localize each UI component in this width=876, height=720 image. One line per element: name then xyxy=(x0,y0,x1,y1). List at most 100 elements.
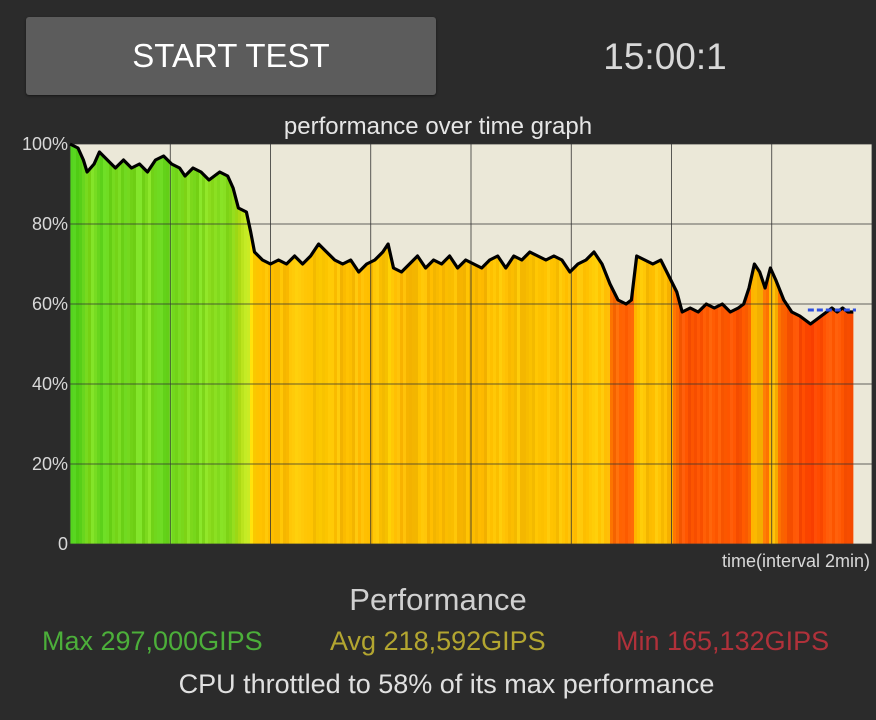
fill-strip xyxy=(826,144,830,544)
fill-strip xyxy=(244,144,248,544)
fill-strip xyxy=(514,144,518,544)
fill-strip xyxy=(112,144,116,544)
fill-strip xyxy=(694,144,698,544)
fill-strip xyxy=(760,144,764,544)
fill-strip xyxy=(433,144,437,544)
fill-strip xyxy=(685,144,689,544)
fill-strip xyxy=(319,144,323,544)
fill-strip xyxy=(379,144,383,544)
fill-strip xyxy=(289,144,293,544)
fill-strip xyxy=(730,144,734,544)
fill-strip xyxy=(133,144,137,544)
fill-strip xyxy=(556,144,560,544)
fill-strip xyxy=(259,144,263,544)
fill-strip xyxy=(106,144,110,544)
fill-strip xyxy=(325,144,329,544)
fill-strip xyxy=(274,144,278,544)
fill-strip xyxy=(457,144,461,544)
fill-strip xyxy=(172,144,176,544)
fill-strip xyxy=(100,144,104,544)
fill-strip xyxy=(97,144,101,544)
fill-strip xyxy=(220,144,224,544)
fill-strip xyxy=(94,144,98,544)
y-tick-label: 80% xyxy=(32,214,68,234)
fill-strip xyxy=(736,144,740,544)
fill-strip xyxy=(166,144,170,544)
max-stat: Max 297,000GIPS xyxy=(42,626,263,656)
fill-strip xyxy=(265,144,269,544)
fill-strip xyxy=(808,144,812,544)
fill-strip xyxy=(253,144,257,544)
fill-strip xyxy=(586,144,590,544)
start-test-button[interactable]: START TEST xyxy=(26,17,436,95)
fill-strip xyxy=(610,144,614,544)
fill-strip xyxy=(205,144,209,544)
y-tick-label: 100% xyxy=(22,134,68,154)
fill-strip xyxy=(622,144,626,544)
fill-strip xyxy=(160,144,164,544)
fill-strip xyxy=(802,144,806,544)
performance-chart: 0 20% 40% 60% 80% 100% time(interval 2min) xyxy=(22,134,873,571)
fill-strip xyxy=(805,144,809,544)
fill-strip xyxy=(109,144,113,544)
min-stat: Min 165,132GIPS xyxy=(616,626,830,656)
fill-strip xyxy=(214,144,218,544)
fill-strip xyxy=(520,144,524,544)
fill-strip xyxy=(625,144,629,544)
fill-strip xyxy=(292,144,296,544)
fill-strip xyxy=(652,144,656,544)
fill-strip xyxy=(718,144,722,544)
fill-strip xyxy=(118,144,122,544)
fill-strip xyxy=(793,144,797,544)
fill-strip xyxy=(400,144,404,544)
fill-strip xyxy=(73,144,77,544)
fill-strip xyxy=(394,144,398,544)
fill-strip xyxy=(820,144,824,544)
fill-strip xyxy=(829,144,833,544)
fill-strip xyxy=(343,144,347,544)
fill-strip xyxy=(169,144,173,544)
fill-strip xyxy=(715,144,719,544)
fill-strip xyxy=(223,144,227,544)
fill-strip xyxy=(103,144,107,544)
fill-strip xyxy=(388,144,392,544)
fill-strip xyxy=(151,144,155,544)
performance-heading: Performance xyxy=(349,582,527,617)
fill-strip xyxy=(202,144,206,544)
fill-strip xyxy=(817,144,821,544)
fill-strip xyxy=(196,144,200,544)
fill-strip xyxy=(82,144,86,544)
fill-strip xyxy=(814,144,818,544)
fill-strip xyxy=(844,144,848,544)
fill-strip xyxy=(334,144,338,544)
fill-strip xyxy=(184,144,188,544)
fill-strip xyxy=(337,144,341,544)
fill-strip xyxy=(442,144,446,544)
fill-strip xyxy=(430,144,434,544)
fill-strip xyxy=(163,144,167,544)
y-tick-label: 60% xyxy=(32,294,68,314)
fill-strip xyxy=(181,144,185,544)
fill-strip xyxy=(385,144,389,544)
fill-strip xyxy=(505,144,509,544)
fill-strip xyxy=(703,144,707,544)
fill-strip xyxy=(532,144,536,544)
fill-strip xyxy=(832,144,836,544)
fill-strip xyxy=(529,144,533,544)
fill-strip xyxy=(673,144,677,544)
fill-strip xyxy=(313,144,317,544)
fill-strip xyxy=(139,144,143,544)
fill-strip xyxy=(148,144,152,544)
fill-strip xyxy=(481,144,485,544)
fill-strip xyxy=(646,144,650,544)
y-tick-label: 40% xyxy=(32,374,68,394)
fill-strip xyxy=(340,144,344,544)
fill-strip xyxy=(580,144,584,544)
fill-strip xyxy=(70,144,74,544)
fill-strip xyxy=(415,144,419,544)
fill-strip xyxy=(559,144,563,544)
fill-strip xyxy=(697,144,701,544)
fill-strip xyxy=(85,144,89,544)
fill-strip xyxy=(787,144,791,544)
fill-strip xyxy=(241,144,245,544)
